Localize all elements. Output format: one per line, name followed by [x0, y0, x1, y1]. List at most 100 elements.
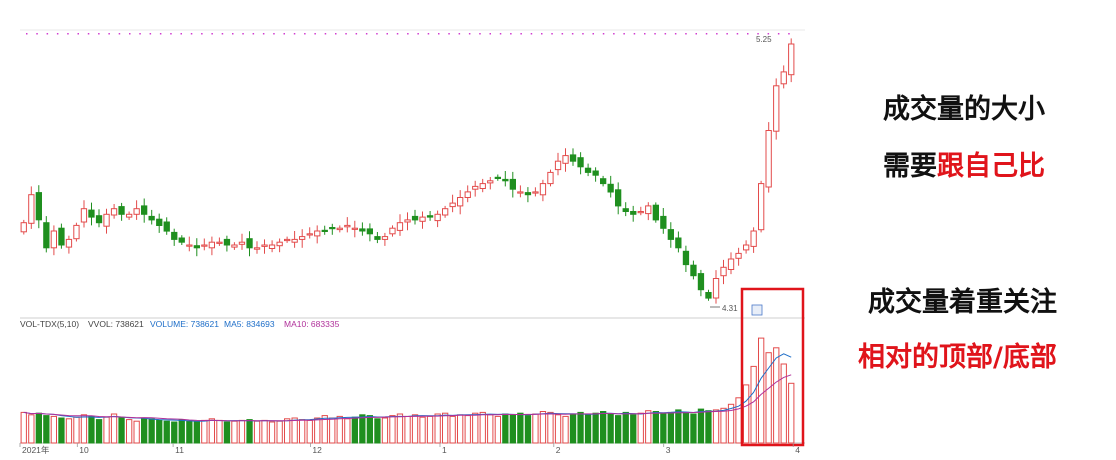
candle-body: [284, 238, 291, 242]
volume-bar: [690, 413, 697, 444]
candle-body: [622, 208, 629, 212]
candle-body: [231, 244, 238, 248]
candle-body: [765, 130, 772, 188]
volume-bar: [163, 420, 170, 444]
candle-body: [110, 208, 118, 216]
volume-series: [20, 337, 795, 444]
volume-bar: [208, 418, 215, 444]
top-marker: [561, 33, 564, 35]
candle-body: [697, 273, 705, 291]
candle-body: [487, 180, 494, 184]
volume-bar: [261, 419, 268, 444]
x-tick-label: 2021年: [22, 445, 50, 455]
top-marker: [541, 33, 543, 35]
annotation-line2-highlight: 跟自己比: [937, 151, 1045, 182]
volume-bar: [554, 414, 562, 444]
top-marker: [602, 33, 605, 35]
candle-body: [126, 213, 133, 218]
volume-bar: [253, 420, 261, 444]
annotation-line3: 成交量着重关注: [868, 287, 1057, 318]
top-marker: [324, 33, 327, 35]
candle-body: [562, 155, 569, 164]
top-marker: [438, 33, 440, 35]
candle-body: [735, 252, 742, 259]
candle-body: [133, 208, 140, 215]
volume-bar: [494, 415, 502, 444]
top-marker: [149, 33, 152, 35]
top-marker: [170, 33, 172, 35]
x-tick-label: 11: [175, 445, 184, 455]
volume-bar: [705, 410, 712, 444]
volume-bar: [306, 419, 313, 444]
volume-bar: [539, 411, 547, 444]
top-marker: [644, 33, 646, 35]
candle-body: [28, 194, 35, 224]
candle-body: [788, 43, 795, 76]
volume-bar: [35, 412, 43, 444]
candle-body: [411, 215, 419, 221]
top-marker: [767, 33, 770, 35]
volume-bar: [788, 382, 795, 444]
volume-bar: [299, 419, 306, 444]
candle-body: [727, 258, 735, 270]
candle-body: [193, 245, 200, 249]
candle-body: [253, 247, 261, 250]
volume-bar: [457, 414, 464, 444]
top-marker: [510, 33, 512, 35]
candle-body: [630, 211, 637, 215]
mark-icon[interactable]: [751, 304, 763, 316]
top-marker: [211, 33, 213, 35]
top-marker: [139, 33, 141, 35]
top-marker: [788, 33, 790, 35]
ma5-value: MA5: 834693: [224, 319, 275, 329]
candle-body: [366, 228, 374, 235]
volume-bar: [396, 413, 404, 444]
candle-body: [276, 241, 283, 247]
top-marker: [345, 33, 347, 35]
volume-bar: [562, 415, 569, 444]
volume-bar: [517, 412, 524, 444]
volume-bar: [389, 415, 396, 444]
candle-body: [577, 157, 584, 168]
top-marker: [365, 33, 368, 35]
chart-frame: [20, 29, 805, 444]
candle-body: [148, 215, 155, 221]
candle-body: [532, 191, 539, 194]
top-marker: [46, 33, 49, 35]
top-marker: [654, 33, 656, 35]
top-marker: [386, 33, 388, 35]
candle-body: [95, 215, 103, 224]
candle-body: [539, 183, 547, 196]
top-marker: [335, 33, 337, 35]
candle-body: [223, 238, 231, 246]
volume-bar: [186, 420, 193, 444]
volume-bar: [28, 414, 35, 444]
top-marker: [695, 33, 697, 35]
candle-body: [517, 191, 524, 194]
x-tick-label: 3: [666, 445, 671, 455]
candle-body: [667, 229, 675, 240]
volume-bar: [773, 347, 780, 444]
candle-body: [381, 236, 389, 240]
candle-body: [758, 183, 765, 231]
candle-body: [208, 241, 215, 249]
top-marker: [180, 33, 182, 35]
volume-bar: [682, 411, 690, 444]
top-marker: [262, 33, 265, 35]
candle-body: [637, 211, 644, 214]
highlight-box: [740, 287, 805, 447]
candle-body: [88, 209, 95, 218]
volume-bar: [374, 418, 381, 444]
volume-bar: [765, 352, 772, 444]
candle-body: [178, 237, 185, 243]
low-price-label: 4.31: [722, 304, 738, 313]
top-marker: [613, 33, 615, 35]
candle-body: [299, 236, 306, 240]
volume-bar: [637, 412, 644, 444]
top-marker: [417, 33, 419, 35]
top-marker: [582, 33, 584, 35]
top-marker: [67, 33, 69, 35]
candle-body: [336, 227, 343, 231]
candle-body: [261, 244, 268, 247]
volume-bar: [712, 409, 720, 444]
